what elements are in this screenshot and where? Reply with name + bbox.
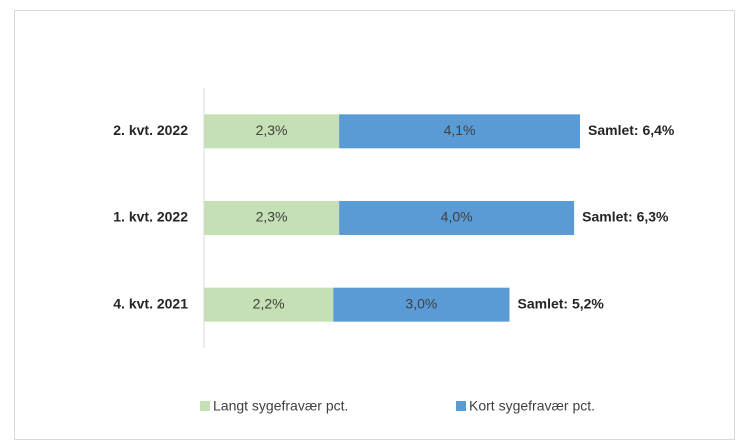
y-tick-label: 2. kvt. 2022 <box>113 122 188 138</box>
y-tick-label: 1. kvt. 2022 <box>113 209 188 225</box>
bar-segment <box>204 114 340 149</box>
data-label: 4,0% <box>441 209 473 225</box>
total-label: Samlet: 5,2% <box>518 295 605 311</box>
bar-segment <box>333 287 510 322</box>
total-label: Samlet: 6,4% <box>588 122 675 138</box>
bar-segment <box>204 201 340 235</box>
legend-swatch <box>200 401 210 411</box>
legend-label: Langt sygefravær pct. <box>213 398 348 414</box>
y-tick-label: 4. kvt. 2021 <box>113 295 188 311</box>
data-label: 3,0% <box>405 295 437 311</box>
bar-segment <box>339 114 580 149</box>
bar-segment <box>204 287 334 322</box>
total-label: Samlet: 6,3% <box>582 209 669 225</box>
data-label: 2,3% <box>256 209 288 225</box>
bar-segment <box>339 201 575 235</box>
data-label: 4,1% <box>444 122 476 138</box>
data-label: 2,3% <box>256 122 288 138</box>
data-label: 2,2% <box>253 295 285 311</box>
legend-swatch <box>456 401 466 411</box>
legend-label: Kort sygefravær pct. <box>469 398 595 414</box>
